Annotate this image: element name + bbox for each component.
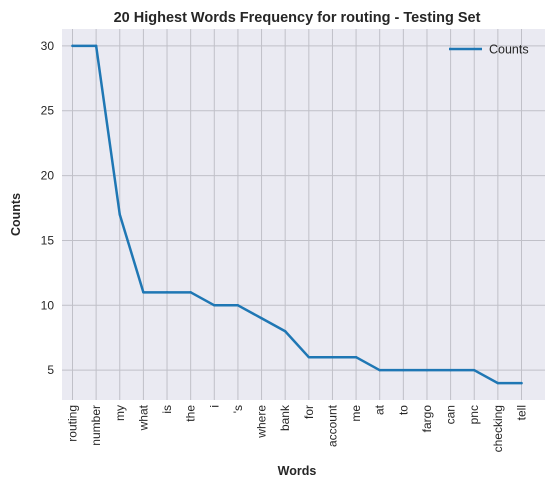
plot-area <box>62 29 545 400</box>
x-tick-label-7: 's <box>231 405 245 413</box>
series-layer <box>71 44 523 385</box>
series-line-counts <box>71 44 523 385</box>
data-point-routing <box>71 44 74 48</box>
data-point-where <box>260 317 263 320</box>
data-point-i <box>213 304 216 307</box>
data-point-fargo <box>425 368 429 372</box>
x-tick-label-10: for <box>302 405 316 419</box>
x-tick-label-11: account <box>325 404 339 447</box>
data-point-tell <box>520 381 523 385</box>
x-tick-label-9: bank <box>278 404 292 431</box>
x-tick-label-18: checking <box>491 405 505 452</box>
x-tick-label-4: is <box>160 405 174 414</box>
data-point-at <box>378 368 381 372</box>
data-point-pnc <box>473 368 476 372</box>
x-tick-label-8: where <box>255 405 269 439</box>
data-point-bank <box>283 330 287 333</box>
y-tick-label-25: 25 <box>41 104 55 118</box>
x-axis-label: Words <box>278 464 317 478</box>
x-tick-label-6: i <box>207 405 221 408</box>
data-point-checking <box>496 381 500 385</box>
data-point-what <box>142 291 145 294</box>
x-tick-label-3: what <box>136 404 150 431</box>
y-tick-label-15: 15 <box>41 233 55 247</box>
data-point-my <box>118 213 121 216</box>
legend: Counts <box>449 43 529 57</box>
data-point-to <box>402 368 405 372</box>
y-tick-label-5: 5 <box>47 363 54 377</box>
x-tick-label-5: the <box>184 405 198 422</box>
data-point-can <box>449 368 452 372</box>
data-point-number <box>94 44 98 48</box>
data-point-for <box>307 355 311 359</box>
x-tick-label-15: fargo <box>420 405 434 433</box>
x-tick-label-14: to <box>396 405 410 415</box>
x-tick-label-0: routing <box>66 405 80 442</box>
legend-label-counts: Counts <box>489 43 529 57</box>
x-axis-ticks: routing number my what is the i's where bank for a… <box>66 404 529 452</box>
data-point-is <box>165 291 169 294</box>
data-point-me <box>354 355 358 359</box>
grid-lines <box>62 29 545 400</box>
x-tick-label-12: me <box>349 405 363 422</box>
data-point-account <box>331 355 334 359</box>
x-tick-label-2: my <box>113 405 127 421</box>
data-point-the <box>189 291 192 294</box>
chart-title: 20 Highest Words Frequency for routing -… <box>114 10 481 26</box>
y-axis-ticks: 5 10 15 20 25 30 <box>41 39 55 377</box>
data-point-'s <box>236 304 240 307</box>
x-tick-label-17: pnc <box>467 405 481 424</box>
x-tick-label-13: at <box>373 404 387 415</box>
x-tick-label-1: number <box>89 405 103 446</box>
y-axis-label: Counts <box>9 193 23 236</box>
y-tick-label-30: 30 <box>41 39 55 53</box>
y-tick-label-10: 10 <box>41 298 55 312</box>
x-tick-label-16: can <box>444 405 458 424</box>
y-tick-label-20: 20 <box>41 169 55 183</box>
x-tick-label-19: tell <box>515 405 529 420</box>
